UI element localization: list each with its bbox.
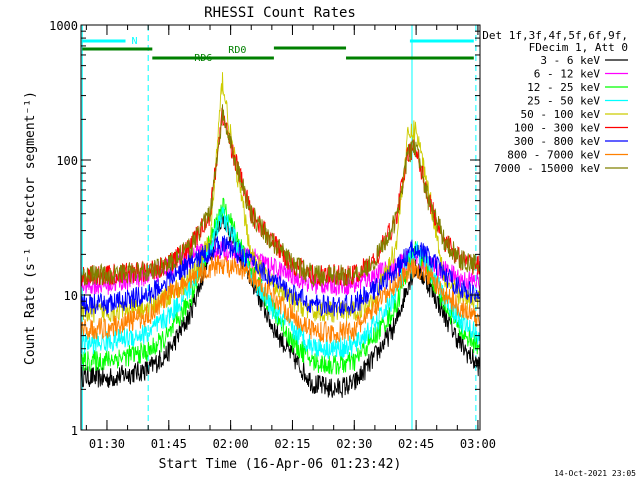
- state-label-rd0: RD0: [228, 45, 246, 56]
- x-tick-label: 02:30: [336, 437, 372, 451]
- x-tick-label: 02:45: [398, 437, 434, 451]
- legend-label-7: 800 - 7000 keV: [507, 149, 600, 162]
- plot-frame: [80, 24, 481, 431]
- series-line-7: [80, 255, 481, 344]
- state-label-rd6: RD6: [194, 53, 212, 64]
- y-tick-label: 1000: [49, 19, 78, 33]
- legend-header-line-1: Det 1f,3f,4f,5f,6f,9f,: [482, 29, 628, 42]
- x-tick-label: 01:45: [151, 437, 187, 451]
- y-axis-label: Count Rate (s⁻¹ detector segment⁻¹): [23, 91, 38, 365]
- legend-label-1: 6 - 12 keV: [534, 68, 601, 81]
- series-line-6: [80, 235, 481, 317]
- series-line-8: [80, 104, 481, 288]
- legend-header-line-2: FDecim 1, Att 0: [529, 41, 628, 54]
- legend-label-2: 12 - 25 keV: [527, 81, 600, 94]
- x-tick-label: 01:30: [89, 437, 125, 451]
- y-tick-label: 1: [71, 424, 78, 438]
- x-axis-label: Start Time (16-Apr-06 01:23:42): [159, 457, 402, 472]
- y-tick-label: 10: [64, 289, 78, 303]
- legend-label-0: 3 - 6 keV: [540, 54, 600, 67]
- state-label-n: N: [132, 36, 138, 47]
- x-tick-label: 02:00: [213, 437, 249, 451]
- legend-label-4: 50 - 100 keV: [521, 108, 601, 121]
- plot-area: N RD0 RD6 1 10 100 1000 01:30 01:45 02:00 02:15 02:…: [49, 19, 496, 451]
- footer-timestamp: 14-Oct-2021 23:05: [554, 469, 636, 478]
- legend-label-5: 100 - 300 keV: [514, 122, 600, 135]
- y-tick-label: 100: [56, 154, 78, 168]
- x-tick-label: 02:15: [274, 437, 310, 451]
- chart-title: RHESSI Count Rates: [204, 5, 356, 21]
- legend-label-3: 25 - 50 keV: [527, 95, 600, 108]
- x-tick-label: 03:00: [460, 437, 496, 451]
- legend-label-6: 300 - 800 keV: [514, 135, 600, 148]
- legend-label-8: 7000 - 15000 keV: [494, 162, 600, 175]
